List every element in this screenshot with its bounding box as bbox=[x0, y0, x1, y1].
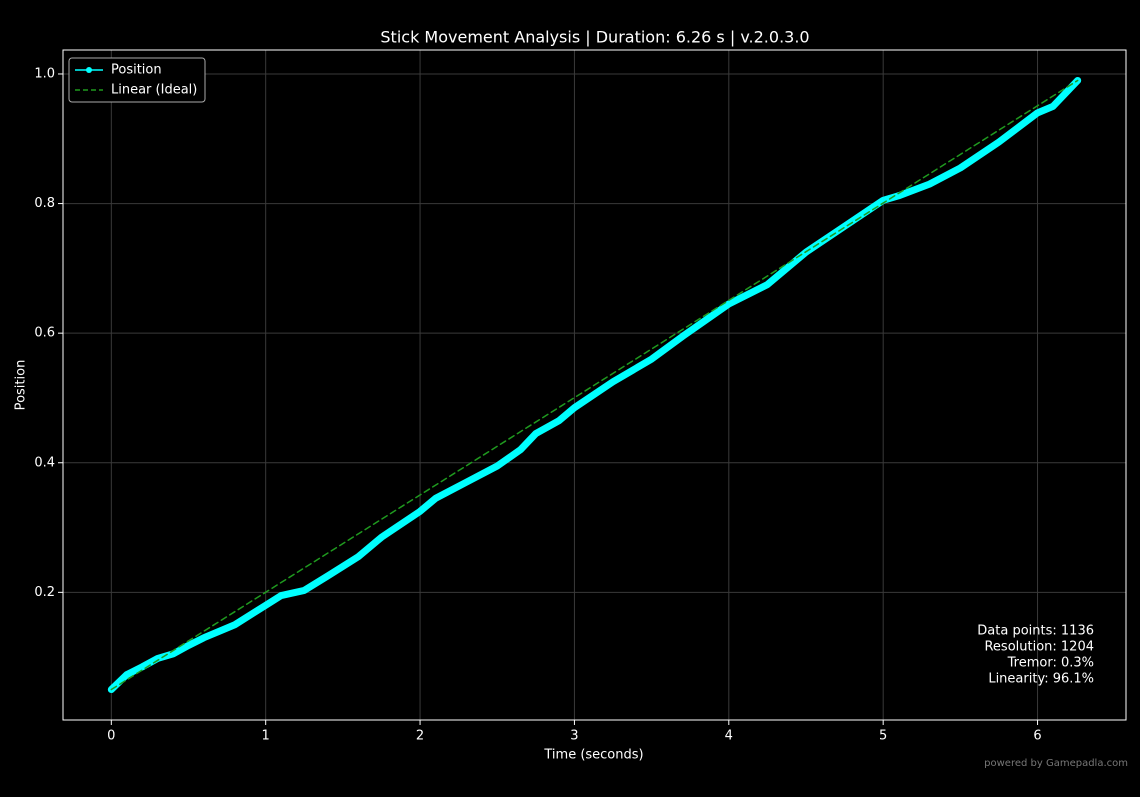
stats-annotation: Data points: 1136 bbox=[977, 624, 1094, 639]
plot-frame bbox=[62, 49, 1127, 721]
y-tick-label: 1.0 bbox=[34, 66, 55, 81]
legend-marker bbox=[86, 67, 92, 73]
x-axis-label: Time (seconds) bbox=[543, 748, 643, 763]
legend-box bbox=[68, 57, 206, 103]
x-tick-label: 2 bbox=[416, 729, 424, 744]
x-tick-label: 5 bbox=[879, 729, 887, 744]
x-tick-label: 1 bbox=[262, 729, 270, 744]
y-tick-label: 0.6 bbox=[34, 326, 55, 341]
stats-annotation: Tremor: 0.3% bbox=[1007, 656, 1094, 671]
stats-annotation: Linearity: 96.1% bbox=[988, 672, 1094, 687]
footer: powered by Gamepadla.com bbox=[984, 758, 1128, 769]
y-tick-label: 0.2 bbox=[34, 585, 55, 600]
stats-annotation: Resolution: 1204 bbox=[984, 640, 1094, 655]
series-line bbox=[107, 76, 1082, 694]
x-tick-label: 4 bbox=[725, 729, 733, 744]
legend-label: Position bbox=[111, 63, 162, 78]
y-axis-label: Position bbox=[14, 360, 29, 411]
x-tick-label: 0 bbox=[107, 729, 115, 744]
legend: Position Linear (Ideal) bbox=[68, 57, 206, 103]
y-tick-label: 0.4 bbox=[34, 455, 55, 470]
x-tick-label: 3 bbox=[570, 729, 578, 744]
y-tick-label: 0.8 bbox=[34, 196, 55, 211]
legend-label: Linear (Ideal) bbox=[111, 83, 197, 98]
x-tick-label: 6 bbox=[1033, 729, 1041, 744]
chart-title: Stick Movement Analysis | Duration: 6.26… bbox=[380, 28, 809, 47]
series-line bbox=[110, 79, 1079, 691]
